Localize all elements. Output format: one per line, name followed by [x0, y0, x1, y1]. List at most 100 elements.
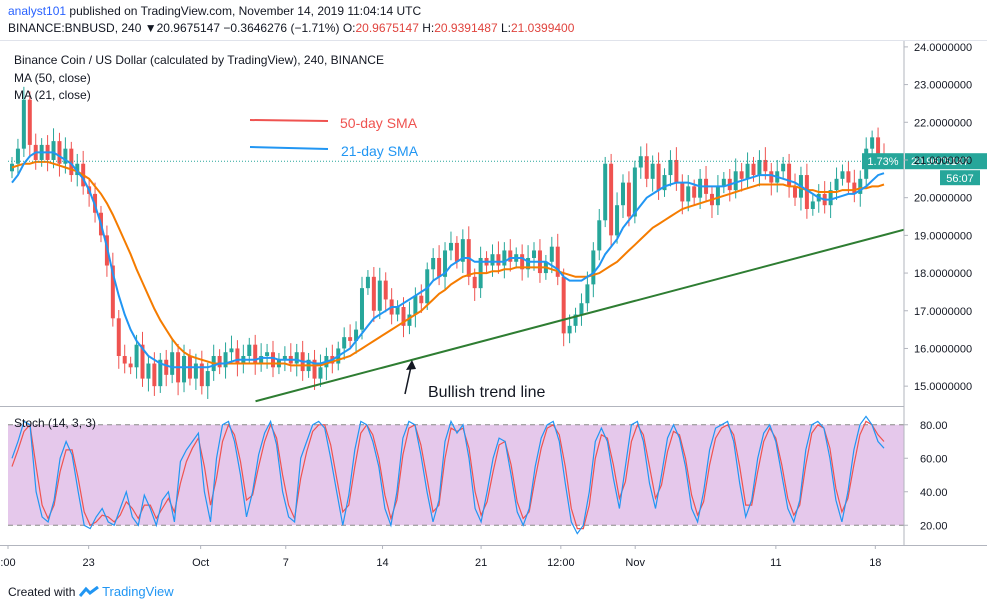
candle-body	[567, 325, 572, 334]
candle-body	[63, 148, 68, 164]
ma21-legend[interactable]: MA (21, close)	[14, 88, 91, 102]
candle-body	[437, 257, 442, 277]
footer: Created with TradingView	[8, 584, 174, 601]
candle-body	[876, 137, 881, 157]
axes-group: 24.0000000 23.0000000 22.0000000 21.0000000…	[0, 40, 987, 569]
candle-body	[419, 295, 424, 304]
candle-body	[312, 359, 317, 379]
time-tick-label: 23	[83, 557, 95, 569]
candle-body	[235, 348, 240, 364]
candle-body	[217, 355, 222, 368]
candle-body	[793, 186, 798, 198]
time-tick-label: 18	[869, 557, 881, 569]
price-tick-label: 23.0000000	[914, 80, 972, 92]
candle-body	[555, 246, 560, 277]
candle-body	[140, 344, 145, 379]
candle-body	[668, 159, 673, 176]
candle-body	[259, 355, 264, 364]
trend-annotation-text: Bullish trend line	[428, 384, 546, 401]
candle-body	[632, 167, 637, 217]
candle-body	[460, 239, 465, 262]
time-tick-label: Oct	[192, 557, 209, 569]
candle-body	[615, 205, 620, 236]
candle-body	[858, 178, 863, 194]
candle-body	[502, 250, 507, 266]
candle-body	[603, 163, 608, 221]
candle-body	[656, 163, 661, 191]
tradingview-brand[interactable]: TradingView	[102, 584, 174, 599]
price-tick-label: 15.0000000	[914, 381, 972, 393]
candle-body	[122, 355, 127, 364]
price-tick-label: 20.0000000	[914, 193, 972, 205]
sma50-annotation-line	[249, 119, 329, 122]
candle-body	[271, 352, 276, 368]
stoch-lines-group	[11, 415, 885, 535]
candle-body	[265, 352, 270, 356]
time-tick-label: Nov	[625, 557, 645, 569]
stoch-tick-label: 40.00	[920, 487, 948, 499]
candle-body	[626, 182, 631, 217]
price-tick-label: 18.0000000	[914, 268, 972, 280]
candle-body	[674, 159, 679, 183]
candle-body	[454, 242, 459, 262]
candle-body	[182, 355, 187, 383]
price-tick-label: 17.0000000	[914, 306, 972, 318]
candle-body	[609, 163, 614, 236]
sma21-annotation-text: 21-day SMA	[341, 143, 419, 159]
trend-arrow-head-icon	[406, 360, 416, 370]
publish-header: analyst101 published on TradingView.com,…	[8, 4, 421, 18]
candle-body	[561, 276, 566, 334]
candle-body	[359, 288, 364, 330]
candle-body	[318, 367, 323, 379]
candle-body	[51, 141, 56, 160]
price-tick-label: 22.0000000	[914, 117, 972, 129]
candle-body	[508, 250, 513, 262]
ma50-legend[interactable]: MA (50, close)	[14, 71, 91, 85]
candle-body	[591, 250, 596, 285]
candle-body	[401, 306, 406, 326]
candle-body	[413, 295, 418, 315]
symbol-label: BINANCE:BNBUSD, 240	[8, 21, 142, 35]
tradingview-logo-icon	[78, 585, 99, 601]
candle-body	[620, 182, 625, 206]
stoch-tick-label: 20.00	[920, 520, 948, 532]
stoch-d-line	[11, 420, 885, 530]
candle-body	[781, 163, 786, 172]
candle-body	[846, 171, 851, 183]
candle-body	[828, 190, 833, 206]
candle-body	[520, 254, 525, 270]
candle-body	[532, 250, 537, 258]
ohlc-open-value: 20.9675147	[355, 21, 419, 35]
candle-body	[662, 175, 667, 191]
author-link[interactable]: analyst101	[8, 4, 67, 18]
candle-body	[810, 201, 815, 209]
time-tick-label: :00	[0, 557, 15, 569]
ohlc-high-key: H:	[422, 21, 435, 35]
price-badge-text: 20.9675147	[911, 156, 969, 168]
time-tick-label: 11	[770, 557, 781, 569]
candle-body	[371, 276, 376, 311]
candle-body	[597, 220, 602, 251]
candle-body	[472, 276, 477, 289]
countdown-text: 56:07	[946, 173, 974, 185]
candle-body	[644, 156, 649, 179]
candle-body	[158, 359, 163, 387]
bullish-trend-line	[255, 228, 905, 403]
candle-body	[585, 284, 590, 304]
stoch-legend[interactable]: Stoch (14, 3, 3)	[14, 416, 97, 430]
candle-body	[769, 171, 774, 183]
candle-body	[448, 242, 453, 251]
candle-body	[715, 186, 720, 206]
ohlc-high-value: 20.9391487	[434, 21, 498, 35]
stoch-band-group	[8, 424, 904, 526]
time-tick-label: 12:00	[547, 557, 575, 569]
candle-body	[573, 314, 578, 326]
published-text: published on TradingView.com, November 1…	[69, 4, 422, 18]
candle-body	[751, 163, 756, 176]
candle-body	[383, 280, 388, 300]
candle-body	[763, 159, 768, 172]
time-tick-label: 21	[475, 557, 487, 569]
price-tick-label: 21.0000000	[914, 155, 972, 167]
stoch-tick-label: 80.00	[920, 420, 948, 432]
